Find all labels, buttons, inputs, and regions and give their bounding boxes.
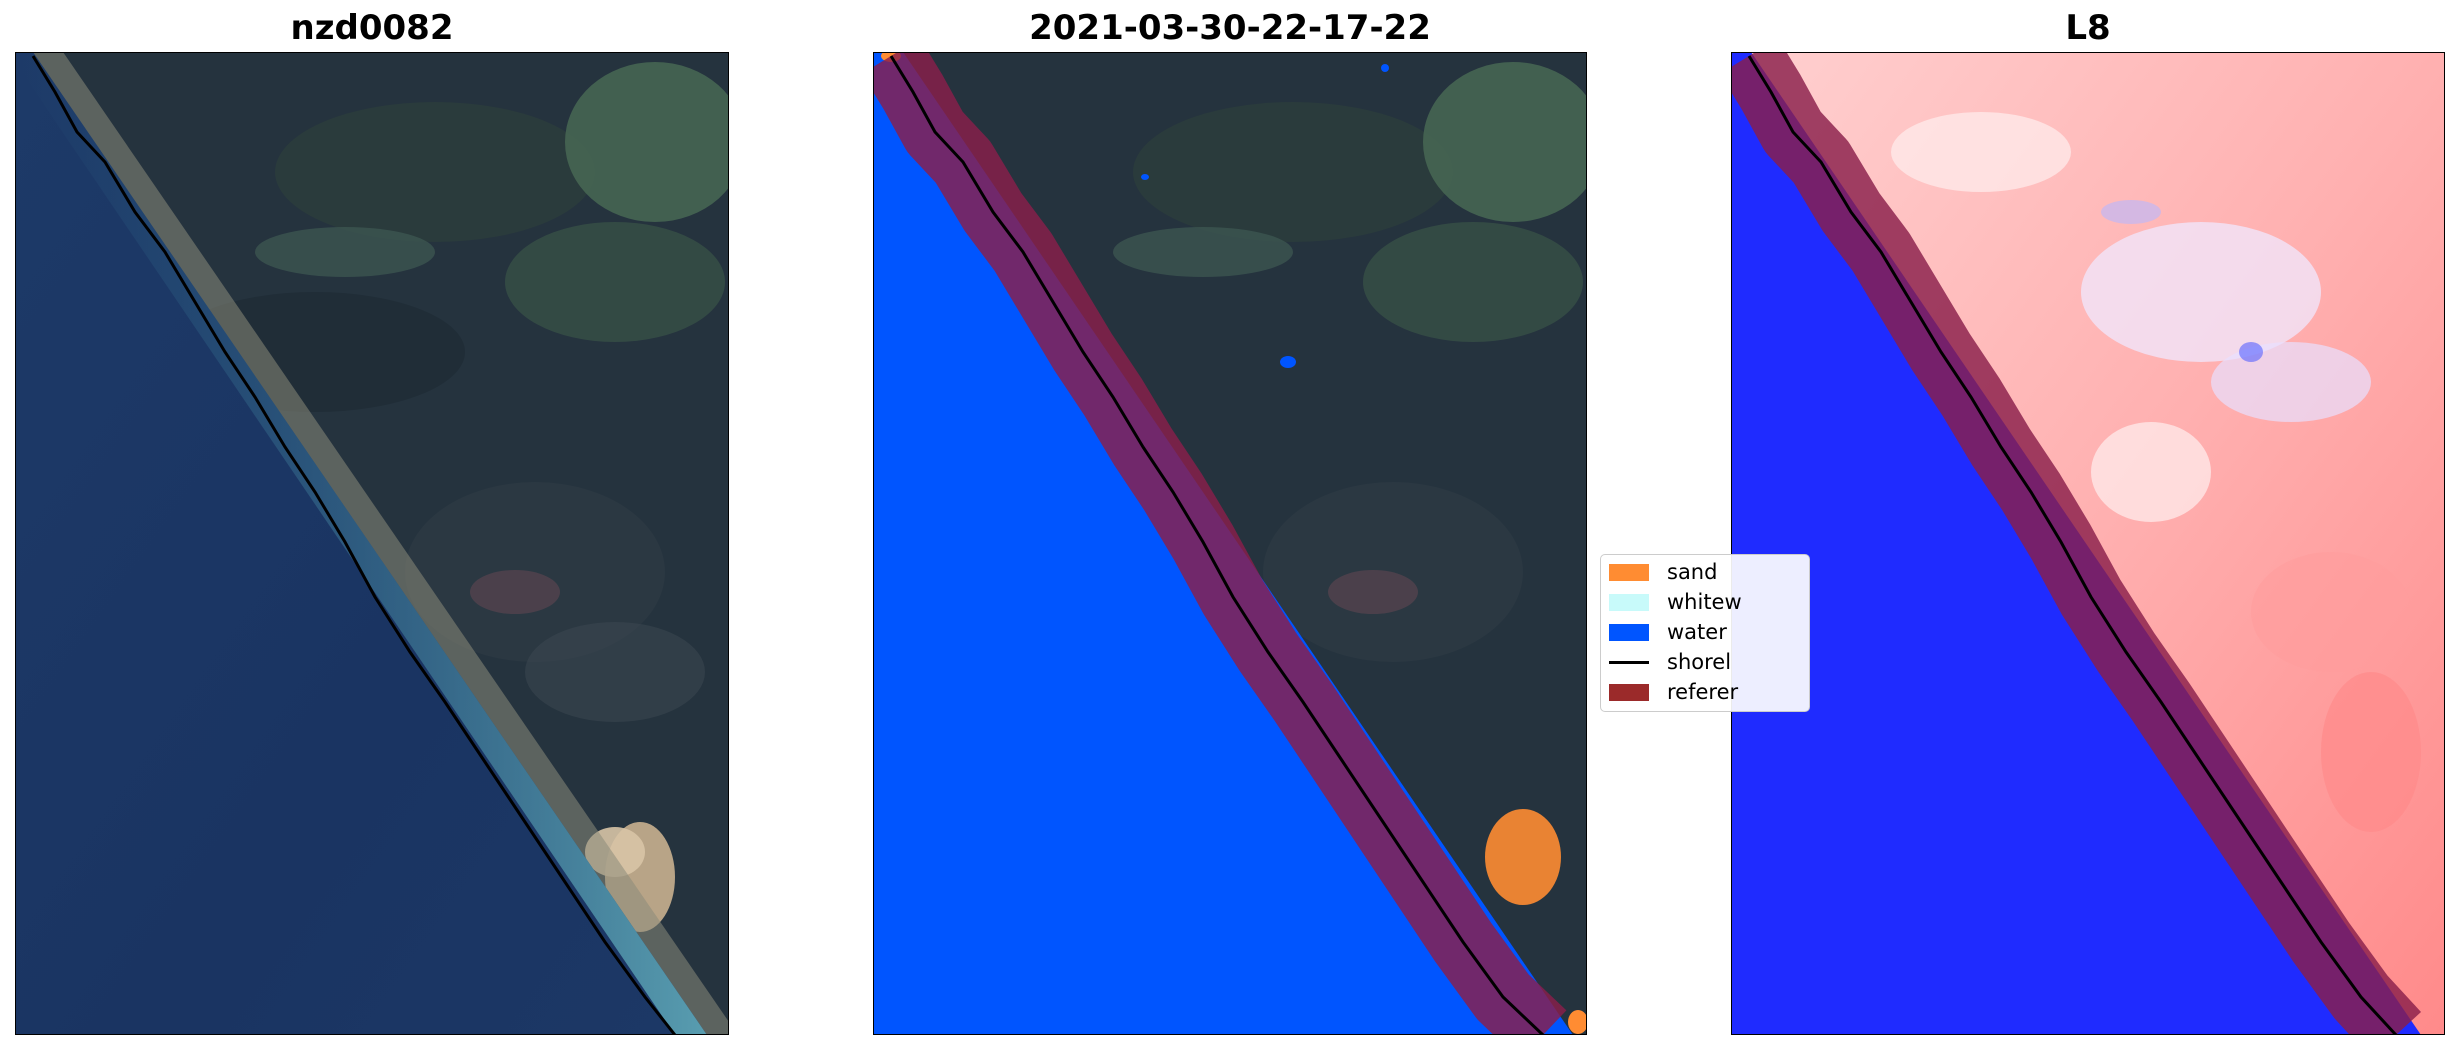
- panel-title-classified: 2021-03-30-22-17-22: [1029, 8, 1431, 48]
- legend-label: shorel: [1667, 650, 1732, 674]
- legend-item-water: water: [1609, 619, 1727, 645]
- rgb-satellite-image: [15, 52, 729, 1035]
- classified-image-panel: [873, 52, 1587, 1035]
- legend-label: sand: [1667, 560, 1718, 584]
- legend-item-sand: sand: [1609, 559, 1717, 585]
- legend-label: water: [1667, 620, 1727, 644]
- reference-swatch: [1609, 683, 1649, 701]
- panel-title-rgb: nzd0082: [290, 8, 454, 48]
- legend-item-whitewater: whitew: [1609, 589, 1742, 615]
- legend-item-reference: referer: [1609, 679, 1738, 705]
- shoreline-swatch: [1609, 654, 1649, 671]
- index-image-panel: [1731, 52, 2445, 1035]
- l8-index-image: [1731, 52, 2445, 1035]
- shoreline-line: [31, 55, 677, 1035]
- legend-label: referer: [1667, 680, 1739, 704]
- classified-sand-area: [1485, 809, 1561, 905]
- rgb-image-panel: [15, 52, 729, 1035]
- shoreline-line: [1747, 55, 2398, 1035]
- sand-swatch: [1609, 563, 1649, 581]
- legend: sand whitew water shorel referer: [1600, 554, 1810, 712]
- panel-title-index: L8: [2065, 8, 2111, 48]
- shoreline-line: [889, 55, 1545, 1035]
- classified-image: [873, 52, 1587, 1035]
- legend-label: whitew: [1667, 590, 1742, 614]
- legend-item-shoreline: shorel: [1609, 649, 1731, 675]
- whitewater-swatch: [1609, 593, 1649, 611]
- water-swatch: [1609, 623, 1649, 641]
